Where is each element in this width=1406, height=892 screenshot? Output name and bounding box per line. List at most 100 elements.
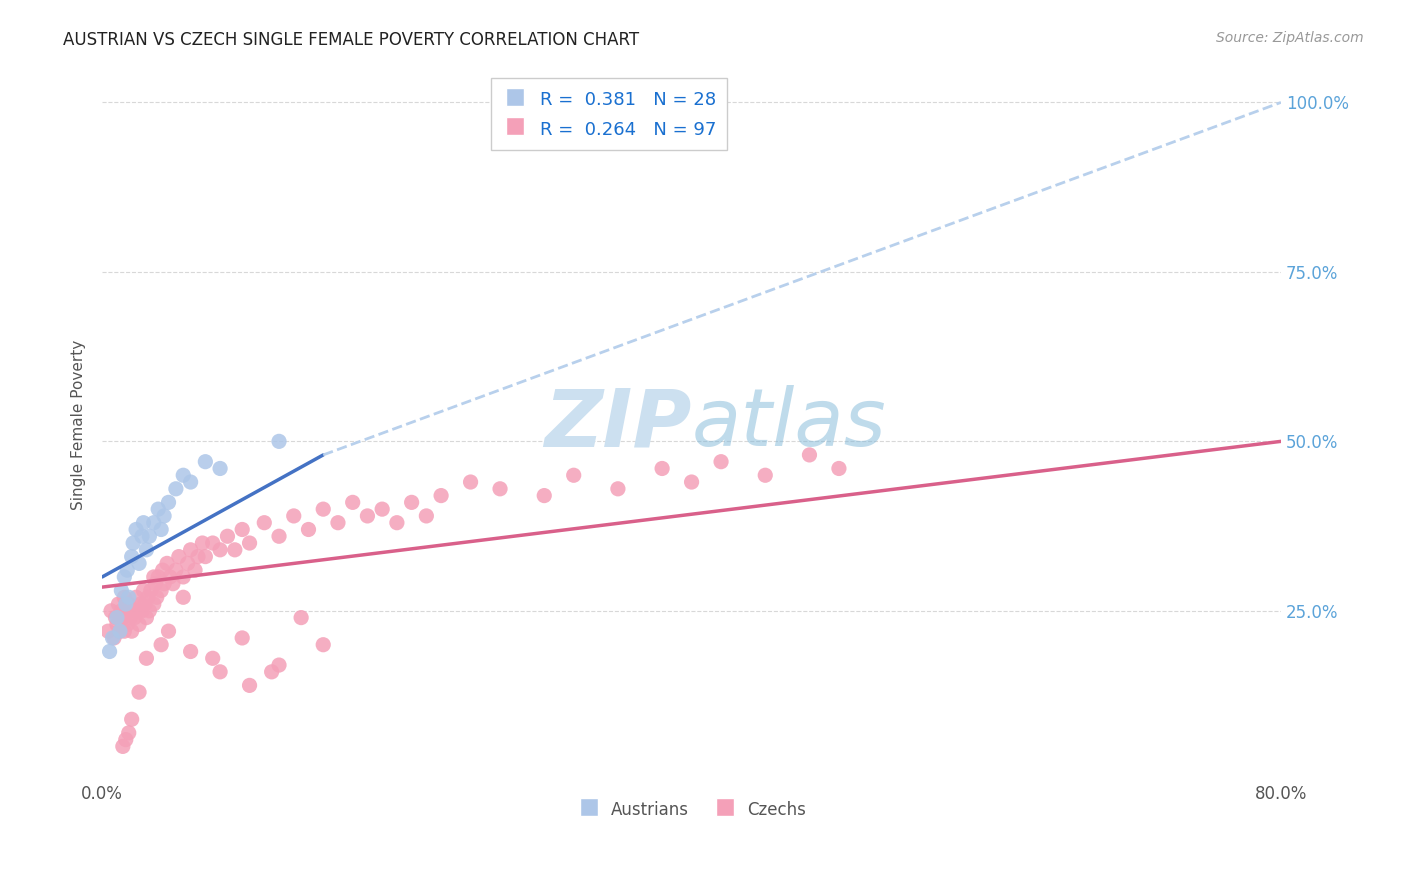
Point <box>139 583 162 598</box>
Point <box>176 557 198 571</box>
Point <box>128 685 150 699</box>
Y-axis label: Single Female Poverty: Single Female Poverty <box>72 339 86 509</box>
Point <box>180 542 202 557</box>
Text: Source: ZipAtlas.com: Source: ZipAtlas.com <box>1216 31 1364 45</box>
Point <box>117 617 139 632</box>
Point <box>107 597 129 611</box>
Point <box>112 624 135 639</box>
Point <box>371 502 394 516</box>
Point <box>125 591 148 605</box>
Point <box>138 529 160 543</box>
Point <box>103 631 125 645</box>
Point <box>152 563 174 577</box>
Point <box>142 570 165 584</box>
Point <box>108 624 131 639</box>
Point <box>191 536 214 550</box>
Point <box>153 576 176 591</box>
Point <box>132 516 155 530</box>
Point <box>356 508 378 523</box>
Point <box>114 732 136 747</box>
Point <box>172 591 194 605</box>
Point <box>267 658 290 673</box>
Point <box>114 604 136 618</box>
Point <box>297 523 319 537</box>
Point <box>180 644 202 658</box>
Point <box>150 523 173 537</box>
Point <box>153 508 176 523</box>
Point <box>290 610 312 624</box>
Point <box>187 549 209 564</box>
Point <box>238 678 260 692</box>
Point <box>799 448 821 462</box>
Point <box>162 576 184 591</box>
Point <box>118 726 141 740</box>
Point <box>135 610 157 624</box>
Point <box>253 516 276 530</box>
Point <box>201 536 224 550</box>
Point <box>217 529 239 543</box>
Point <box>283 508 305 523</box>
Point <box>111 739 134 754</box>
Point <box>157 624 180 639</box>
Point <box>108 624 131 639</box>
Point <box>122 604 145 618</box>
Point <box>121 624 143 639</box>
Point <box>100 604 122 618</box>
Point <box>121 549 143 564</box>
Text: AUSTRIAN VS CZECH SINGLE FEMALE POVERTY CORRELATION CHART: AUSTRIAN VS CZECH SINGLE FEMALE POVERTY … <box>63 31 640 49</box>
Point <box>117 563 139 577</box>
Point <box>231 523 253 537</box>
Point <box>460 475 482 489</box>
Point <box>201 651 224 665</box>
Point <box>118 591 141 605</box>
Point <box>194 549 217 564</box>
Point <box>606 482 628 496</box>
Point <box>209 461 232 475</box>
Point <box>98 644 121 658</box>
Point <box>142 597 165 611</box>
Point <box>132 583 155 598</box>
Point <box>194 455 217 469</box>
Point <box>172 570 194 584</box>
Point <box>157 495 180 509</box>
Point <box>312 502 335 516</box>
Point <box>312 638 335 652</box>
Point <box>143 576 166 591</box>
Point <box>101 631 124 645</box>
Point <box>128 557 150 571</box>
Point <box>165 563 187 577</box>
Point <box>224 542 246 557</box>
Point <box>120 610 142 624</box>
Point <box>142 516 165 530</box>
Legend: Austrians, Czechs: Austrians, Czechs <box>571 793 813 825</box>
Point <box>127 604 149 618</box>
Point <box>430 489 453 503</box>
Point <box>135 651 157 665</box>
Point <box>131 529 153 543</box>
Text: atlas: atlas <box>692 385 886 464</box>
Point <box>131 604 153 618</box>
Point <box>122 536 145 550</box>
Text: ZIP: ZIP <box>544 385 692 464</box>
Point <box>112 591 135 605</box>
Point <box>562 468 585 483</box>
Point <box>156 557 179 571</box>
Point <box>710 455 733 469</box>
Point <box>129 597 152 611</box>
Point <box>401 495 423 509</box>
Point <box>110 583 132 598</box>
Point <box>180 475 202 489</box>
Point <box>125 523 148 537</box>
Point <box>121 712 143 726</box>
Point <box>385 516 408 530</box>
Point <box>105 617 128 632</box>
Point <box>134 597 156 611</box>
Point <box>231 631 253 645</box>
Point <box>165 482 187 496</box>
Point <box>184 563 207 577</box>
Point <box>150 638 173 652</box>
Point <box>97 624 120 639</box>
Point <box>209 542 232 557</box>
Point <box>114 597 136 611</box>
Point <box>754 468 776 483</box>
